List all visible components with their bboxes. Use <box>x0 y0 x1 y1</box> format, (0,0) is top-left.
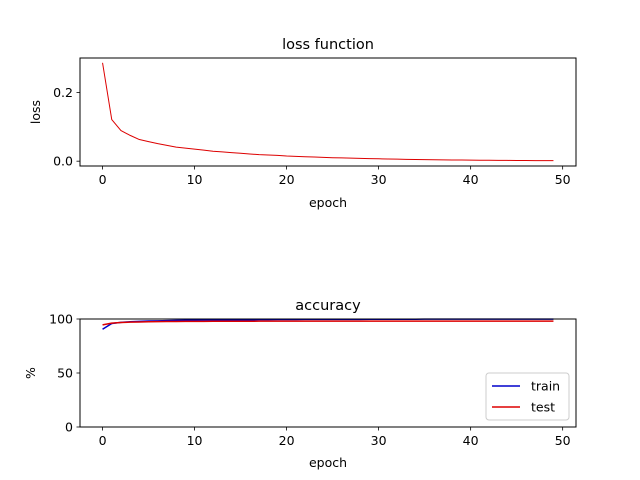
y-tick-label: 100 <box>49 312 73 327</box>
x-tick-label: 20 <box>279 172 295 187</box>
y-axis-label: loss <box>28 100 43 124</box>
y-tick-label: 0 <box>65 420 73 435</box>
y-tick-label: 50 <box>57 366 73 381</box>
x-tick-label: 0 <box>99 433 107 448</box>
axes-frame <box>79 318 577 428</box>
x-tick-label: 30 <box>371 172 387 187</box>
series-line-loss <box>102 62 554 162</box>
x-tick-label: 0 <box>99 172 107 187</box>
accuracy-chart: accuracy 0 10 20 30 40 50 0 50 100 epoch % train… <box>23 298 577 470</box>
chart-series <box>102 62 554 162</box>
axes-frame <box>79 57 577 167</box>
x-tick-label: 30 <box>371 433 387 448</box>
x-axis-label: epoch <box>309 195 347 210</box>
x-axis-label: epoch <box>309 455 347 470</box>
legend: train test <box>485 372 570 421</box>
legend-label-test: test <box>531 400 555 415</box>
y-tick-label: 0.0 <box>53 154 73 169</box>
legend-label-train: train <box>531 379 560 394</box>
x-tick-label: 10 <box>187 433 203 448</box>
y-axis-label: % <box>23 367 38 379</box>
chart-title: loss function <box>282 37 374 53</box>
axis-ticks: 0 10 20 30 40 50 0 50 100 <box>49 312 571 449</box>
x-tick-label: 50 <box>555 433 571 448</box>
x-tick-label: 20 <box>279 433 295 448</box>
axis-ticks: 0 10 20 30 40 50 0.0 0.2 <box>53 85 571 187</box>
y-tick-label: 0.2 <box>53 85 73 100</box>
x-tick-label: 40 <box>463 172 479 187</box>
legend-box <box>485 372 570 421</box>
loss-chart: loss function 0 10 20 30 40 50 0.0 0.2 epoch lo… <box>28 37 577 210</box>
x-tick-label: 50 <box>555 172 571 187</box>
chart-title: accuracy <box>295 298 361 314</box>
x-tick-label: 40 <box>463 433 479 448</box>
series-line-test <box>102 320 554 326</box>
x-tick-label: 10 <box>187 172 203 187</box>
